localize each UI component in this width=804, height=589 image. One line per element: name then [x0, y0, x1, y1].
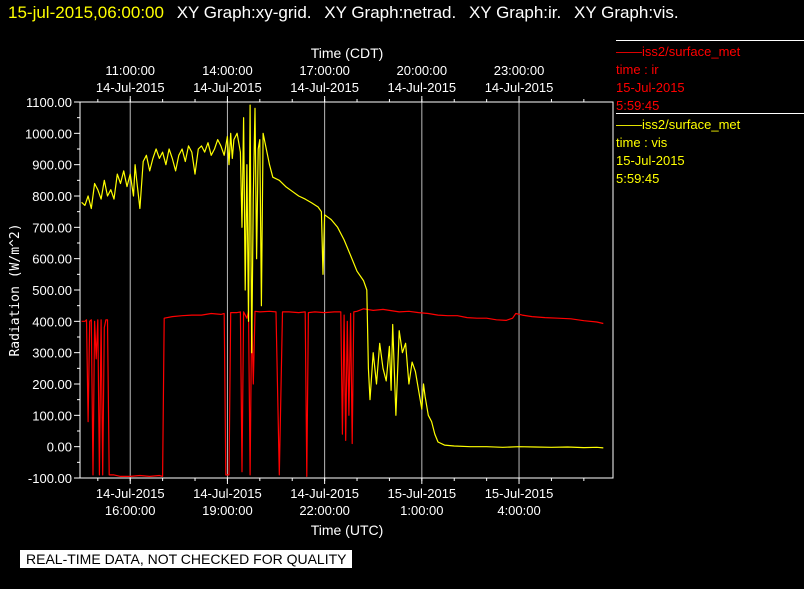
x-tick-label-date: 15-Jul-2015 [485, 486, 554, 501]
x-tick-label-time: 19:00:00 [202, 503, 253, 518]
series-line-ir [81, 308, 604, 477]
top-tick-label-time: 23:00:00 [494, 63, 545, 78]
y-tick-label: 700.00 [32, 220, 72, 235]
axes: 1100.00 1000.00 900.00 800.00 700.00 600.00 50… [25, 63, 585, 518]
legend-vis-time: 5:59:45 [616, 171, 660, 186]
x-tick-label-time: 16:00:00 [105, 503, 156, 518]
y-tick-label: 400.00 [32, 314, 72, 329]
top-tick-label-date: 14-Jul-2015 [388, 80, 457, 95]
y-tick-label: 800.00 [32, 189, 72, 204]
y-tick-label: 900.00 [32, 158, 72, 173]
legend-ir-time: 5:59:45 [616, 98, 660, 113]
x-tick-label-time: 4:00:00 [497, 503, 540, 518]
top-tick-label-time: 14:00:00 [202, 63, 253, 78]
header: 15-jul-2015,06:00:00 XY Graph:xy-grid. X… [8, 3, 679, 23]
x-tick-label-time: 22:00:00 [299, 503, 350, 518]
y-tick-label: 1000.00 [25, 126, 72, 141]
top-tick-label-date: 14-Jul-2015 [485, 80, 554, 95]
y-tick-label: 0.00 [47, 440, 72, 455]
top-axis-label: Time (CDT) [311, 45, 384, 61]
graph-title-netrad: XY Graph:netrad. [324, 3, 457, 22]
series-layer [81, 104, 604, 477]
series-line-vis [81, 104, 604, 449]
y-axis-label: Radiation (W/m^2) [8, 223, 23, 356]
x-tick-label-date: 15-Jul-2015 [388, 486, 457, 501]
y-tick-label: 200.00 [32, 377, 72, 392]
top-tick-label-time: 17:00:00 [299, 63, 350, 78]
legend-ir-date: 15-Jul-2015 [616, 80, 685, 95]
top-tick-label-date: 14-Jul-2015 [193, 80, 262, 95]
legend-vis-source: ——iss2/surface_met [616, 117, 741, 132]
y-tick-label: -100.00 [28, 471, 72, 486]
top-tick-label-date: 14-Jul-2015 [290, 80, 359, 95]
top-tick-label-time: 11:00:00 [105, 63, 155, 78]
x-tick-label-date: 14-Jul-2015 [290, 486, 359, 501]
legend-ir-variable: time : ir [616, 62, 659, 77]
graph-title-vis: XY Graph:vis. [574, 3, 679, 22]
x-tick-label-date: 14-Jul-2015 [193, 486, 262, 501]
x-tick-label-date: 14-Jul-2015 [96, 486, 165, 501]
y-tick-label: 500.00 [32, 283, 72, 298]
legend-ir-source: ——iss2/surface_met [616, 44, 741, 59]
graph-title-xy-grid: XY Graph:xy-grid. [176, 3, 312, 22]
top-tick-label-time: 20:00:00 [397, 63, 448, 78]
legend-vis: ——iss2/surface_met time : vis 15-Jul-201… [616, 113, 804, 188]
legend-vis-date: 15-Jul-2015 [616, 153, 685, 168]
bottom-axis-label: Time (UTC) [311, 522, 384, 538]
graph-title-ir: XY Graph:ir. [468, 3, 562, 22]
data-quality-banner: REAL-TIME DATA, NOT CHECKED FOR QUALITY [20, 550, 353, 568]
y-tick-label: 300.00 [32, 346, 72, 361]
timestamp: 15-jul-2015,06:00:00 [8, 3, 164, 22]
y-tick-label: 100.00 [32, 408, 72, 423]
x-tick-label-time: 1:00:00 [400, 503, 443, 518]
grid [129, 102, 520, 478]
top-tick-label-date: 14-Jul-2015 [96, 80, 165, 95]
y-tick-label: 1100.00 [26, 95, 72, 110]
y-tick-label: 600.00 [32, 252, 72, 267]
legend-vis-variable: time : vis [616, 135, 668, 150]
legend-ir: ——iss2/surface_met time : ir 15-Jul-2015… [616, 40, 804, 115]
